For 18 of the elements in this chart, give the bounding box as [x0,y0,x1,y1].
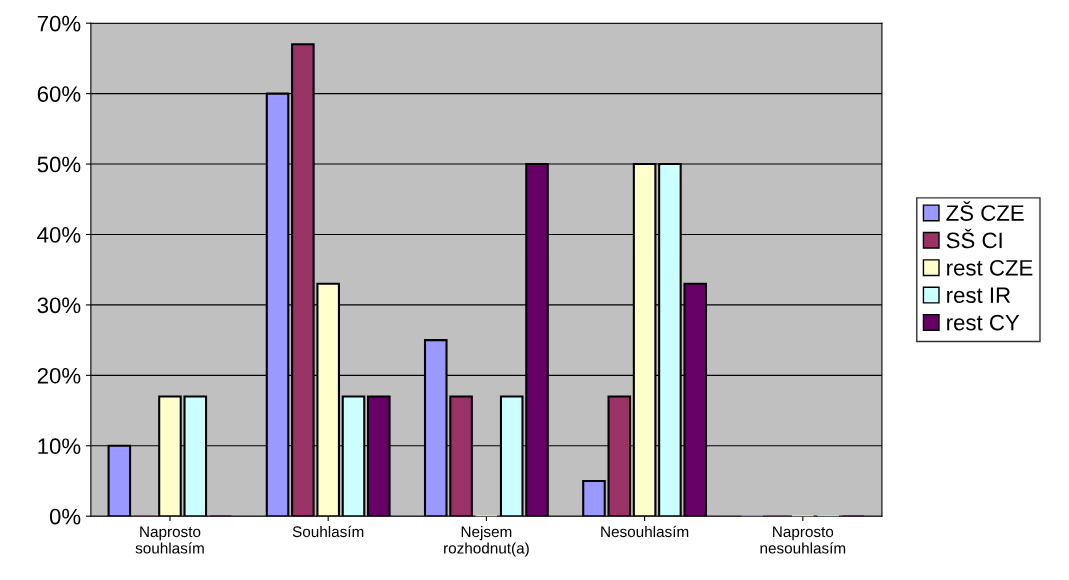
legend-label: ZŠ CZE [946,201,1024,221]
y-tick-label: 20% [37,367,81,384]
legend-label: rest IR [947,287,1011,304]
y-tick-label: 40% [37,227,81,243]
x-tick-label: Nesouhlasím [601,525,689,538]
x-tick-label: Naprosto souhlasím [135,526,204,554]
x-tick-label: Nejsem rozhodnut(a) [444,525,529,557]
y-tick-label: 10% [38,438,81,455]
x-tick-label: Naprosto nesouhlasím [760,526,846,554]
legend-label: SŠ CI [946,228,1002,249]
legend-label: rest CY [947,314,1020,331]
x-tick-label: Souhlasím [292,525,364,538]
y-tick-label: 0% [49,508,81,525]
legend-label: rest CZE [947,259,1033,276]
y-tick-label: 30% [37,297,81,314]
y-tick-label: 70% [37,15,81,32]
y-tick-label: 50% [37,156,81,173]
y-tick-label: 60% [37,86,81,102]
